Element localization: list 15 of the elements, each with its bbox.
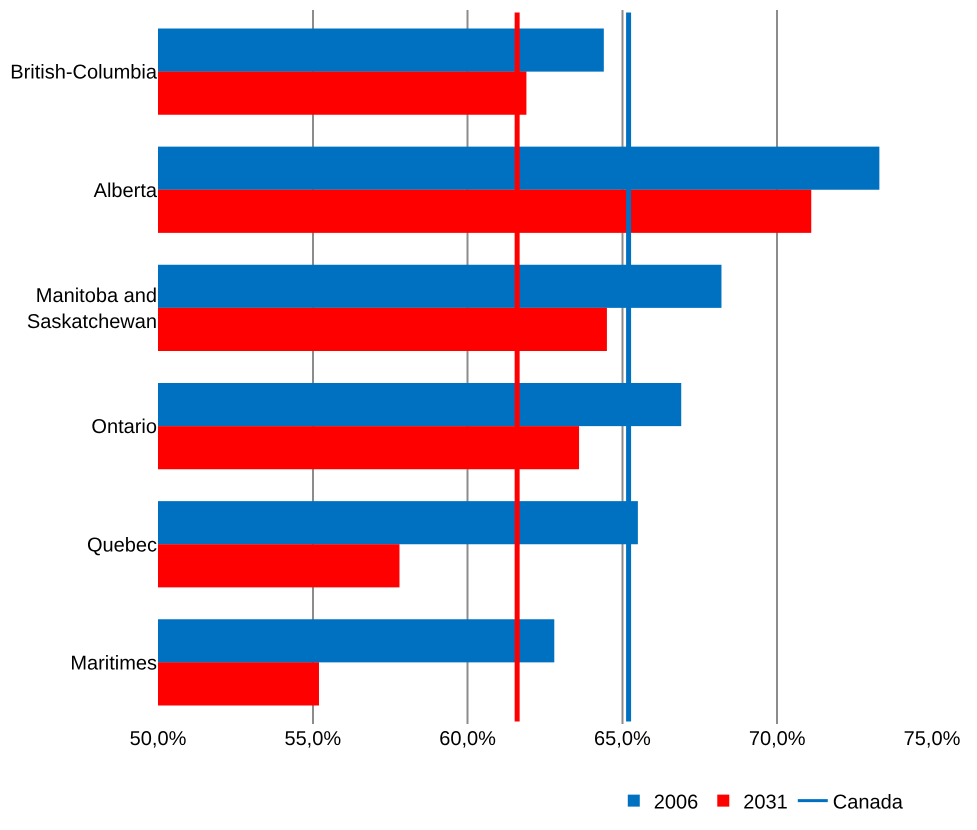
legend-label: Canada [832, 791, 904, 814]
x-tick-label: 60,0% [439, 728, 496, 750]
x-tick-label: 75,0% [904, 728, 961, 750]
x-tick-label: 55,0% [284, 728, 342, 750]
legend-label: 2031 [743, 791, 788, 814]
x-tick-label: 70,0% [748, 728, 806, 750]
legend-label: 2006 [654, 791, 698, 814]
x-tick-label: 50,0% [130, 728, 187, 750]
y-tick-label: Alberta [94, 180, 158, 202]
y-tick-label: Ontario [91, 416, 157, 438]
y-tick-label: British-Columbia [10, 62, 158, 84]
x-tick-label: 65,0% [594, 728, 651, 750]
y-tick-label: Maritimes [70, 652, 157, 674]
y-tick-label: Quebec [86, 534, 157, 556]
y-tick-label: Manitoba and Saskatchewan [26, 284, 157, 333]
